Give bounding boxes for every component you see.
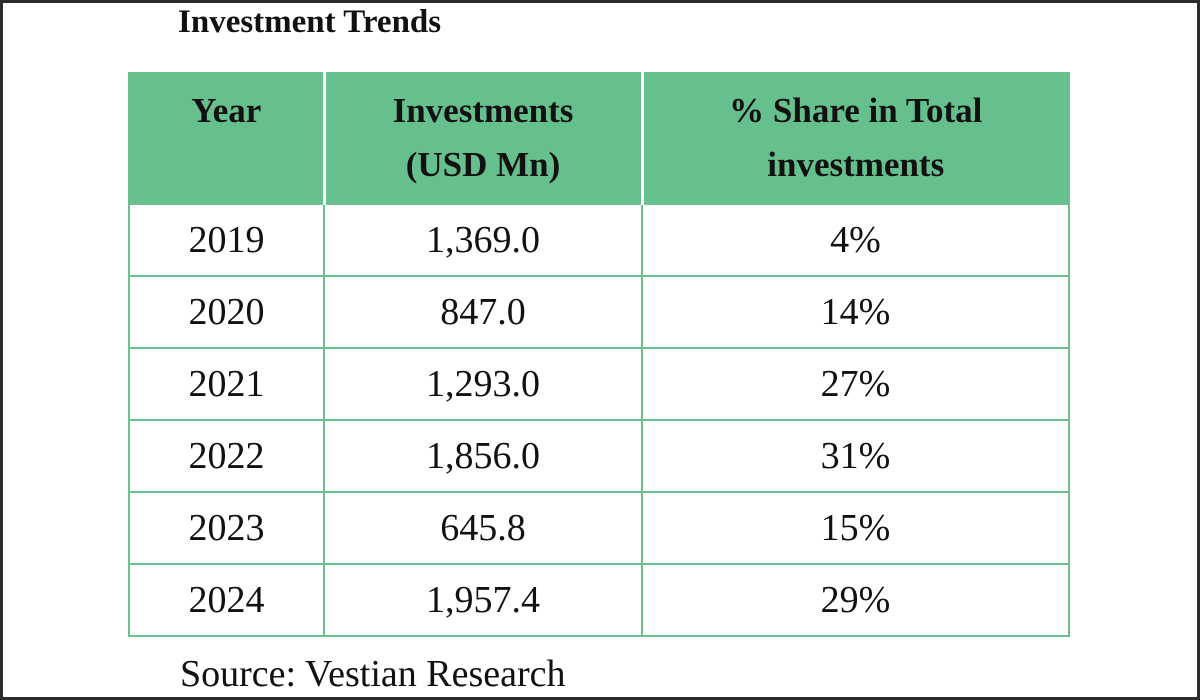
investment-cell: 1,856.0 — [323, 419, 643, 493]
header-share-line2: investments — [767, 145, 945, 185]
share-cell: 15% — [641, 491, 1070, 565]
investment-table: Year Investments (USD Mn) % Share in Tota… — [128, 72, 1070, 637]
header-investments: Investments (USD Mn) — [322, 72, 642, 204]
header-investments-line2: (USD Mn) — [405, 145, 561, 185]
table-title: Investment Trends — [178, 4, 442, 40]
share-cell: 31% — [641, 419, 1070, 493]
year-cell: 2023 — [128, 491, 325, 565]
investment-cell: 645.8 — [323, 491, 643, 565]
header-row: Year Investments (USD Mn) % Share in Tota… — [128, 72, 1070, 204]
year-cell: 2021 — [128, 347, 325, 421]
header-investments-line1: Investments — [392, 91, 574, 130]
share-cell: 14% — [641, 275, 1070, 349]
header-share: % Share in Total investments — [640, 72, 1070, 204]
table-row: 2019 1,369.0 4% — [128, 203, 1070, 277]
table-row: 2022 1,856.0 31% — [128, 419, 1070, 493]
year-cell: 2020 — [128, 275, 325, 349]
investment-cell: 847.0 — [323, 275, 643, 349]
header-share-line1: % Share in Total — [729, 91, 983, 130]
source-note: Source: Vestian Research — [180, 653, 566, 695]
share-cell: 4% — [641, 203, 1070, 277]
header-year: Year — [128, 72, 324, 204]
share-cell: 27% — [641, 347, 1070, 421]
table-row: 2023 645.8 15% — [128, 491, 1070, 565]
investment-cell: 1,293.0 — [323, 347, 643, 421]
investment-cell: 1,957.4 — [323, 563, 643, 637]
header-year-label: Year — [191, 91, 262, 130]
table-row: 2021 1,293.0 27% — [128, 347, 1070, 421]
year-cell: 2024 — [128, 563, 325, 637]
year-cell: 2019 — [128, 203, 325, 277]
year-cell: 2022 — [128, 419, 325, 493]
share-cell: 29% — [641, 563, 1070, 637]
table-row: 2024 1,957.4 29% — [128, 563, 1070, 637]
table-row: 2020 847.0 14% — [128, 275, 1070, 349]
investment-cell: 1,369.0 — [323, 203, 643, 277]
